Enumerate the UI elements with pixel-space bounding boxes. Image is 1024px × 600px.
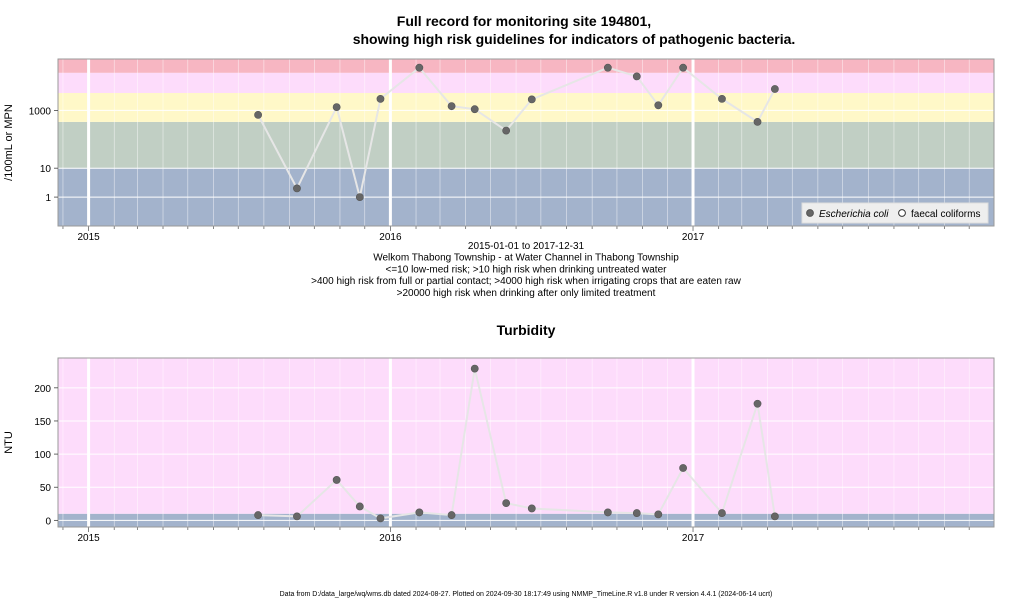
- x-tick-label: 2016: [379, 533, 402, 544]
- risk-band: [58, 72, 994, 93]
- y-tick-label: 0: [45, 516, 51, 527]
- data-point: [376, 514, 385, 523]
- data-point: [254, 110, 262, 119]
- caption-line: <=10 low-med risk; >10 high risk when dr…: [386, 264, 668, 275]
- y-tick-label: 50: [40, 483, 52, 494]
- data-point: [654, 101, 663, 110]
- y-tick-label: 150: [34, 417, 51, 428]
- data-point: [753, 399, 762, 408]
- data-point: [415, 63, 424, 72]
- data-point: [470, 364, 479, 373]
- x-tick-label: 2017: [682, 232, 705, 243]
- legend-marker-open: [898, 209, 906, 217]
- y-tick-label: 200: [34, 384, 51, 395]
- data-point: [679, 464, 688, 472]
- data-point: [527, 504, 536, 513]
- data-point: [770, 85, 779, 93]
- data-point: [332, 103, 341, 111]
- data-point: [502, 499, 511, 508]
- data-point: [654, 510, 663, 519]
- data-point: [293, 512, 301, 521]
- footer-note: Data from D:/data_large/wq/wms.db dated …: [280, 591, 773, 598]
- legend: Escherichia coli faecal coliforms: [801, 202, 989, 224]
- risk-band: [58, 358, 994, 514]
- chart-title: Full record for monitoring site 194801,: [397, 13, 651, 29]
- data-point: [415, 508, 424, 517]
- data-point: [447, 511, 456, 519]
- y-tick-label: 100: [34, 450, 51, 461]
- y-tick-label: 1000: [29, 106, 52, 117]
- legend-marker-filled: [806, 209, 814, 217]
- y-axis-label: NTU: [3, 431, 15, 454]
- risk-band: [58, 59, 994, 73]
- data-point: [355, 193, 364, 201]
- caption-line: >20000 high risk when drinking after onl…: [397, 288, 656, 299]
- caption-line: Welkom Thabong Township - at Water Chann…: [373, 253, 679, 264]
- risk-band: [58, 121, 994, 169]
- data-point: [603, 63, 612, 72]
- data-point: [718, 509, 726, 517]
- data-point: [254, 511, 262, 519]
- legend-box: [801, 202, 989, 224]
- chart-title: showing high risk guidelines for indicat…: [353, 31, 796, 47]
- plot-frame: [57, 58, 995, 227]
- caption-line: >400 high risk from full or partial cont…: [311, 276, 741, 287]
- data-point: [632, 509, 641, 517]
- data-point: [527, 95, 536, 104]
- legend-label: faecal coliforms: [911, 209, 980, 220]
- data-point: [770, 512, 779, 521]
- x-tick-label: 2015: [77, 232, 100, 243]
- caption-line: 2015-01-01 to 2017-12-31: [468, 241, 585, 252]
- chart-title: Turbidity: [497, 322, 556, 338]
- plot-frame: [57, 357, 995, 528]
- data-point: [332, 476, 341, 484]
- x-tick-label: 2015: [77, 533, 100, 544]
- data-point: [679, 63, 688, 72]
- data-point: [293, 184, 301, 193]
- data-point: [502, 126, 511, 135]
- data-point: [376, 94, 385, 103]
- y-tick-label: 10: [40, 164, 52, 175]
- y-axis-label: /100mL or MPN: [3, 104, 15, 181]
- data-point: [603, 508, 612, 517]
- data-point: [632, 72, 641, 81]
- data-point: [355, 502, 364, 511]
- data-point: [718, 94, 726, 103]
- data-point: [447, 102, 456, 111]
- x-tick-label: 2017: [682, 533, 705, 544]
- y-tick-label: 1: [45, 193, 51, 204]
- legend-label: Escherichia coli: [819, 209, 889, 220]
- x-tick-label: 2016: [379, 232, 402, 243]
- data-point: [753, 117, 762, 126]
- data-point: [470, 105, 479, 114]
